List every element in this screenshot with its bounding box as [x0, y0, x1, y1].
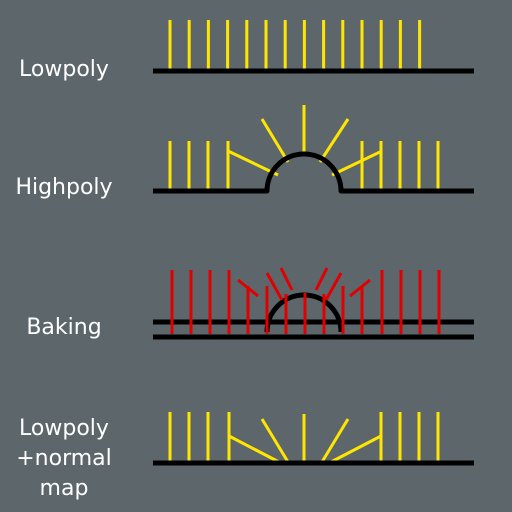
- normal-line: [320, 418, 350, 463]
- baking-row: [153, 267, 474, 340]
- highpoly-row: [153, 105, 474, 194]
- ray-line: [237, 278, 259, 298]
- normal-map-label-line-1: Lowpoly: [19, 416, 109, 441]
- lowpoly-label-text: Lowpoly: [19, 57, 109, 82]
- normal-map-label-line-3: map: [39, 476, 89, 501]
- highpoly-surface: [153, 151, 474, 194]
- normal-line: [260, 118, 290, 163]
- ray-line: [349, 278, 371, 298]
- lowpoly-normal-map-row: [153, 412, 474, 466]
- ray-line: [324, 272, 343, 301]
- lowpoly-label: Lowpoly: [4, 58, 124, 82]
- lowpoly-row: [153, 20, 474, 74]
- normal-line: [260, 418, 290, 463]
- ray-line: [314, 267, 329, 291]
- normal-map-label-line-2: +normal: [16, 446, 112, 471]
- normal-line: [318, 118, 350, 163]
- lowpoly-normal-map-label: Lowpoly +normal map: [4, 414, 124, 504]
- normal-line: [331, 149, 383, 177]
- highpoly-label: Highpoly: [4, 176, 124, 200]
- ray-line: [265, 272, 284, 301]
- baking-label: Baking: [4, 316, 124, 340]
- ray-line: [279, 267, 294, 291]
- normal-line: [330, 434, 382, 464]
- normal-line: [228, 434, 280, 464]
- baking-label-text: Baking: [26, 315, 102, 340]
- normal-line: [227, 149, 279, 177]
- highpoly-label-text: Highpoly: [15, 175, 113, 200]
